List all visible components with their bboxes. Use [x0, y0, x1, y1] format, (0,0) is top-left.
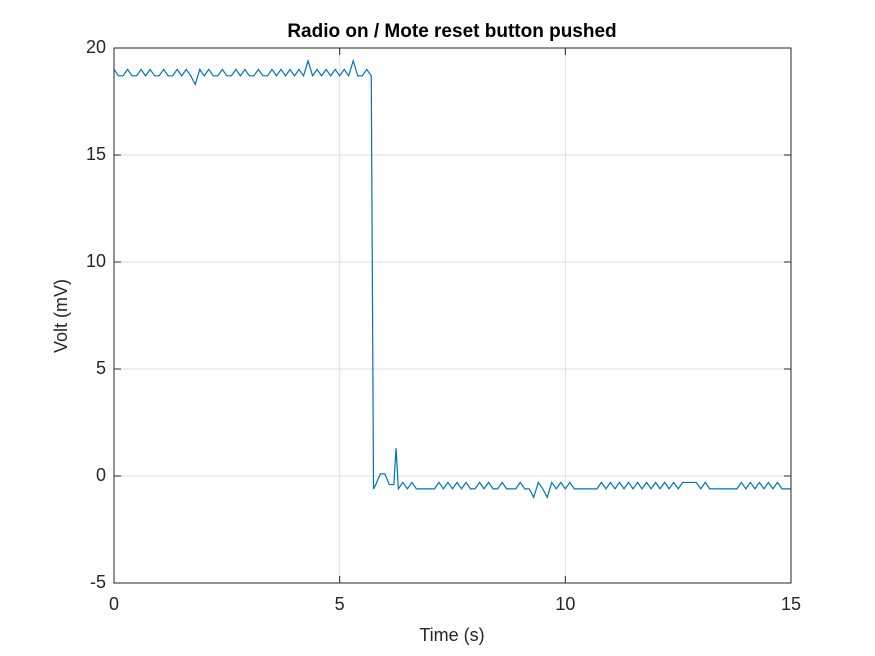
axes-box — [113, 47, 792, 584]
x-tick-label: 10 — [555, 594, 575, 614]
y-axis-label: Volt (mV) — [51, 279, 71, 353]
y-tick-label: 0 — [96, 465, 106, 485]
x-axis-label: Time (s) — [419, 625, 484, 645]
x-tick-label: 0 — [109, 594, 119, 614]
y-tick-label: 20 — [86, 37, 106, 57]
y-tick-label: 5 — [96, 358, 106, 378]
x-tick-label: 5 — [335, 594, 345, 614]
y-tick-label: 10 — [86, 251, 106, 271]
data-line — [113, 58, 791, 499]
y-tick-label: -5 — [90, 572, 106, 592]
chart-title: Radio on / Mote reset button pushed — [287, 21, 616, 42]
x-tick-label: 15 — [781, 594, 801, 614]
y-tick-label: 15 — [86, 144, 106, 164]
